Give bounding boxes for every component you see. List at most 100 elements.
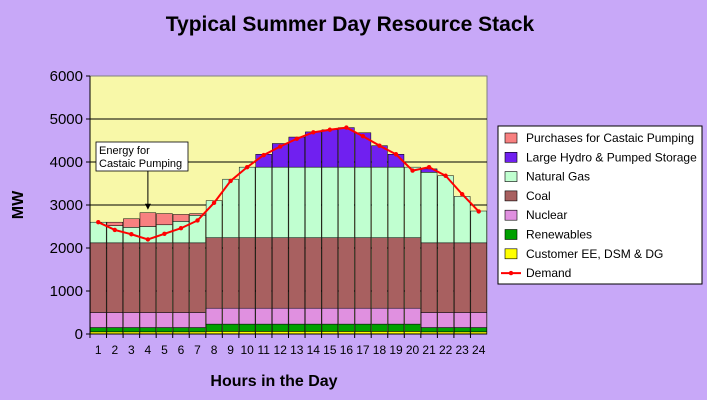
- x-tick-label-4: 4: [145, 343, 152, 357]
- bar-nuclear-19: [387, 307, 405, 325]
- x-tick-label-8: 8: [211, 343, 218, 357]
- demand-point-6: [178, 226, 184, 231]
- x-tick-label-21: 21: [422, 343, 436, 357]
- bar-natural-gas-18: [371, 166, 388, 238]
- legend-swatch-customer-ee-dsm-dg: [504, 248, 518, 260]
- y-tick-label-6000: 6000: [50, 68, 83, 85]
- bar-renewables-7: [189, 327, 206, 333]
- bar-natural-gas-19: [387, 166, 405, 238]
- demand-point-23: [459, 192, 465, 197]
- gridlines: [90, 118, 487, 292]
- bar-coal-14: [305, 237, 322, 309]
- legend-label-nuclear: Nuclear: [526, 208, 567, 222]
- legend-swatch-nuclear: [504, 209, 518, 221]
- demand-point-13: [294, 136, 299, 141]
- y-tick-label-4000: 4000: [50, 154, 83, 171]
- bar-coal-3: [123, 242, 140, 313]
- bar-renewables-17: [354, 323, 372, 332]
- bar-renewables-18: [371, 323, 388, 332]
- x-tick-label-2: 2: [111, 343, 118, 357]
- bar-coal-15: [321, 237, 339, 309]
- demand-point-16: [344, 125, 349, 130]
- bar-nuclear-18: [371, 307, 388, 325]
- bar-nuclear-16: [338, 307, 355, 325]
- bar-coal-17: [354, 237, 372, 309]
- bar-renewables-13: [288, 323, 305, 332]
- bar-renewables-22: [437, 327, 454, 333]
- bar-nuclear-4: [139, 312, 157, 328]
- bar-coal-16: [338, 237, 355, 309]
- bar-nuclear-8: [205, 307, 223, 325]
- demand-point-12: [278, 144, 283, 149]
- demand-point-14: [311, 130, 316, 135]
- y-axis: 0 1000 2000 3000 4000 5000 6000: [50, 68, 91, 343]
- bar-renewables-23: [453, 327, 471, 333]
- demand-point-19: [393, 152, 399, 157]
- bar-natural-gas-13: [288, 166, 305, 238]
- bar-renewables-21: [420, 327, 438, 333]
- demand-point-9: [228, 178, 233, 184]
- x-tick-label-7: 7: [194, 343, 201, 357]
- x-tick-label-10: 10: [240, 343, 254, 357]
- bar-coal-6: [172, 242, 190, 313]
- bar-large-hydro-pumped-storage-16: [338, 127, 355, 168]
- x-tick-label-16: 16: [340, 343, 354, 357]
- x-tick-label-20: 20: [406, 343, 420, 357]
- x-axis-title: Hours in the Day: [210, 373, 337, 390]
- x-axis: 1 2 3 4 5 6 7 8 9 10 11 12 13 14 15 16 17 18 19 20 21 22 23 24: [89, 333, 487, 357]
- bar-natural-gas-16: [338, 166, 355, 238]
- bar-nuclear-15: [321, 307, 339, 325]
- y-tick-label-1000: 1000: [50, 283, 83, 300]
- demand-polyline: [97, 126, 480, 241]
- legend-label-demand: Demand: [526, 266, 571, 280]
- bar-nuclear-23: [453, 312, 471, 328]
- bar-nuclear-13: [288, 307, 305, 325]
- bar-coal-4: [139, 242, 157, 313]
- x-tick-label-19: 19: [389, 343, 403, 357]
- annotation-box: [95, 141, 189, 172]
- x-tick-label-6: 6: [178, 343, 185, 357]
- x-tick-label-22: 22: [439, 343, 453, 357]
- bar-natural-gas-8: [205, 200, 223, 238]
- bar-renewables-19: [387, 323, 405, 332]
- bar-coal-19: [387, 237, 405, 309]
- y-tick-label-0: 0: [75, 326, 83, 343]
- bar-renewables-14: [305, 323, 322, 332]
- chart-title: Typical Summer Day Resource Stack: [166, 13, 535, 36]
- bar-large-hydro-pumped-storage-17: [354, 132, 372, 168]
- bar-renewables-16: [338, 323, 355, 332]
- bar-coal-5: [156, 242, 173, 313]
- bar-purchases-for-castaic-pumping-2: [106, 221, 124, 226]
- x-tick-label-13: 13: [290, 343, 304, 357]
- x-tick-label-24: 24: [472, 343, 486, 357]
- x-tick-label-23: 23: [456, 343, 470, 357]
- bar-renewables-11: [255, 323, 272, 332]
- bar-renewables-9: [222, 323, 239, 332]
- demand-point-11: [261, 152, 266, 158]
- x-tick-label-15: 15: [323, 343, 337, 357]
- bar-nuclear-1: [90, 312, 107, 328]
- demand-point-24: [476, 209, 481, 214]
- bar-purchases-for-castaic-pumping-3: [123, 218, 140, 228]
- bar-nuclear-2: [106, 312, 124, 328]
- bar-purchases-for-castaic-pumping-6: [172, 214, 190, 222]
- bar-nuclear-17: [354, 307, 372, 325]
- bar-renewables-5: [156, 327, 173, 333]
- bar-natural-gas-15: [321, 166, 339, 238]
- y-tick-label-5000: 5000: [50, 111, 83, 128]
- bar-coal-24: [470, 242, 487, 313]
- x-tick-label-12: 12: [274, 343, 288, 357]
- demand-point-2: [112, 227, 118, 233]
- bar-renewables-15: [321, 323, 339, 332]
- bar-natural-gas-12: [272, 166, 289, 238]
- bar-natural-gas-22: [437, 175, 454, 244]
- bar-natural-gas-23: [453, 196, 471, 244]
- bar-nuclear-20: [404, 307, 421, 325]
- y-axis-title: MW: [10, 190, 27, 219]
- bar-large-hydro-pumped-storage-14: [305, 131, 322, 168]
- annotation-line-2: Castaic Pumping: [99, 158, 182, 170]
- bar-renewables-3: [123, 327, 140, 333]
- bar-natural-gas-17: [354, 166, 372, 238]
